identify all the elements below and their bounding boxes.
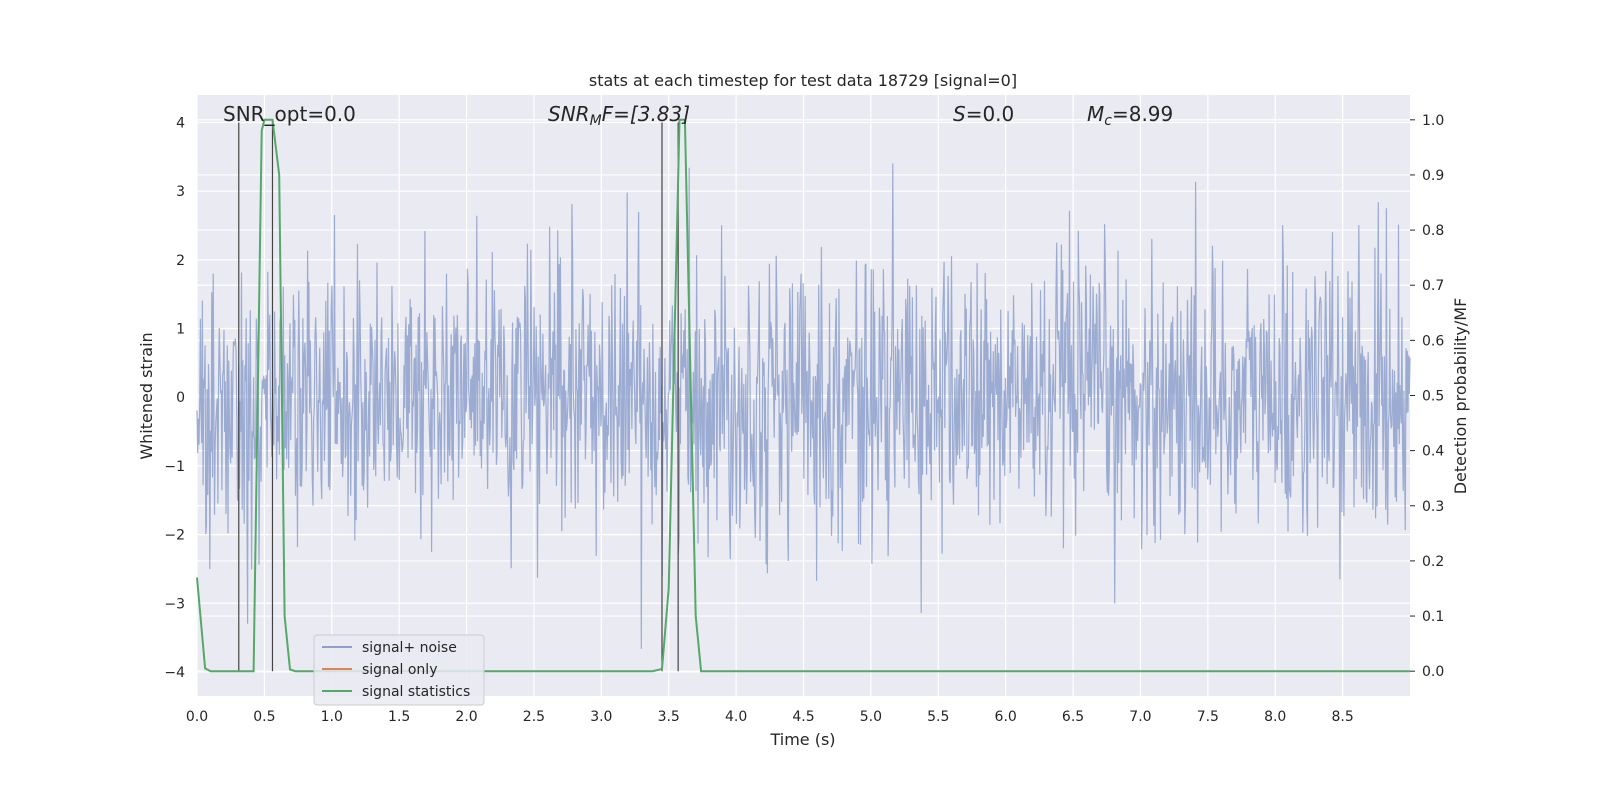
- annotation-snr-mf: SNRMF=[3.83]: [548, 102, 690, 129]
- y-right-tick-label: 0.4: [1422, 444, 1444, 460]
- y-tick-label: −4: [164, 665, 185, 681]
- y-tick-label: −3: [164, 596, 185, 612]
- legend-label-signal-statistics: signal statistics: [362, 684, 470, 700]
- x-tick-label: 2.0: [455, 709, 477, 725]
- y-right-tick-label: 0.0: [1422, 664, 1444, 680]
- y-axis-label: Whitened strain: [137, 332, 156, 459]
- x-tick-label: 2.5: [523, 709, 545, 725]
- x-tick-label: 6.5: [1062, 709, 1084, 725]
- legend-box: [313, 634, 485, 706]
- y-right-tick-label: 0.7: [1422, 278, 1444, 294]
- y-axis-ticks: 4 3 2 1 0 −1 −2 −3 −4: [164, 115, 185, 680]
- series-signal-noise: [196, 163, 1411, 649]
- x-tick-label: 0.5: [253, 709, 275, 725]
- legend-label-signal-only: signal only: [362, 662, 437, 678]
- x-tick-label: 8.0: [1264, 709, 1286, 725]
- series-signal-statistics: [196, 118, 1410, 673]
- y-right-tick-label: 0.9: [1422, 168, 1444, 184]
- x-tick-label: 5.5: [927, 709, 949, 725]
- signal-noise-line: [196, 163, 1411, 649]
- y-tick-label: −1: [164, 459, 185, 475]
- x-tick-label: 3.0: [590, 709, 612, 725]
- y-right-tick-label: 0.2: [1422, 554, 1444, 570]
- legend-label-signal-noise: signal+ noise: [362, 640, 457, 656]
- x-tick-label: 7.0: [1129, 709, 1151, 725]
- y-tick-label: 2: [176, 253, 185, 269]
- y-axis-right-label: Detection probability/MF: [1451, 298, 1470, 495]
- y-tick-label: 4: [176, 115, 185, 131]
- x-tick-label: 4.5: [792, 709, 814, 725]
- y-right-tick-label: 1.0: [1422, 113, 1444, 129]
- x-tick-label: 0.0: [186, 709, 208, 725]
- y-right-tick-label: 0.3: [1422, 499, 1444, 515]
- legend: signal+ noise signal only signal statist…: [313, 634, 485, 706]
- x-tick-label: 4.0: [725, 709, 747, 725]
- x-tick-label: 1.5: [388, 709, 410, 725]
- y-tick-label: 1: [176, 322, 185, 338]
- y-tick-label: −2: [164, 528, 185, 544]
- y-tick-label: 0: [176, 390, 185, 406]
- signal-statistics-line: [196, 118, 1410, 673]
- annotation-snr-opt: SNR_opt=0.0: [223, 102, 356, 126]
- y-right-tick-label: 0.8: [1422, 223, 1444, 239]
- y-right-tick-label: 0.1: [1422, 609, 1444, 625]
- y-right-tick-label: 0.5: [1422, 389, 1444, 405]
- annotation-mc: Mc=8.99: [1087, 102, 1173, 129]
- y-tick-label: 3: [176, 184, 185, 200]
- x-tick-label: 1.0: [321, 709, 343, 725]
- annotation-s: S=0.0: [953, 102, 1014, 126]
- y-axis-right-ticks: 1.0 0.9 0.8 0.7 0.6 0.5 0.4 0.3 0.2 0.1 0.0: [1410, 113, 1444, 680]
- chart-title: stats at each timestep for test data 187…: [589, 71, 1017, 90]
- x-axis-ticks: 0.0 0.5 1.0 1.5 2.0 2.5 3.0 3.5 4.0 4.5 5.0 5.5 6.0 6…: [186, 709, 1354, 725]
- x-tick-label: 5.0: [860, 709, 882, 725]
- x-tick-label: 3.5: [658, 709, 680, 725]
- x-tick-label: 7.5: [1197, 709, 1219, 725]
- x-axis-label: Time (s): [769, 730, 835, 749]
- x-tick-label: 6.0: [995, 709, 1017, 725]
- y-right-tick-label: 0.6: [1422, 333, 1444, 349]
- x-tick-label: 8.5: [1331, 709, 1353, 725]
